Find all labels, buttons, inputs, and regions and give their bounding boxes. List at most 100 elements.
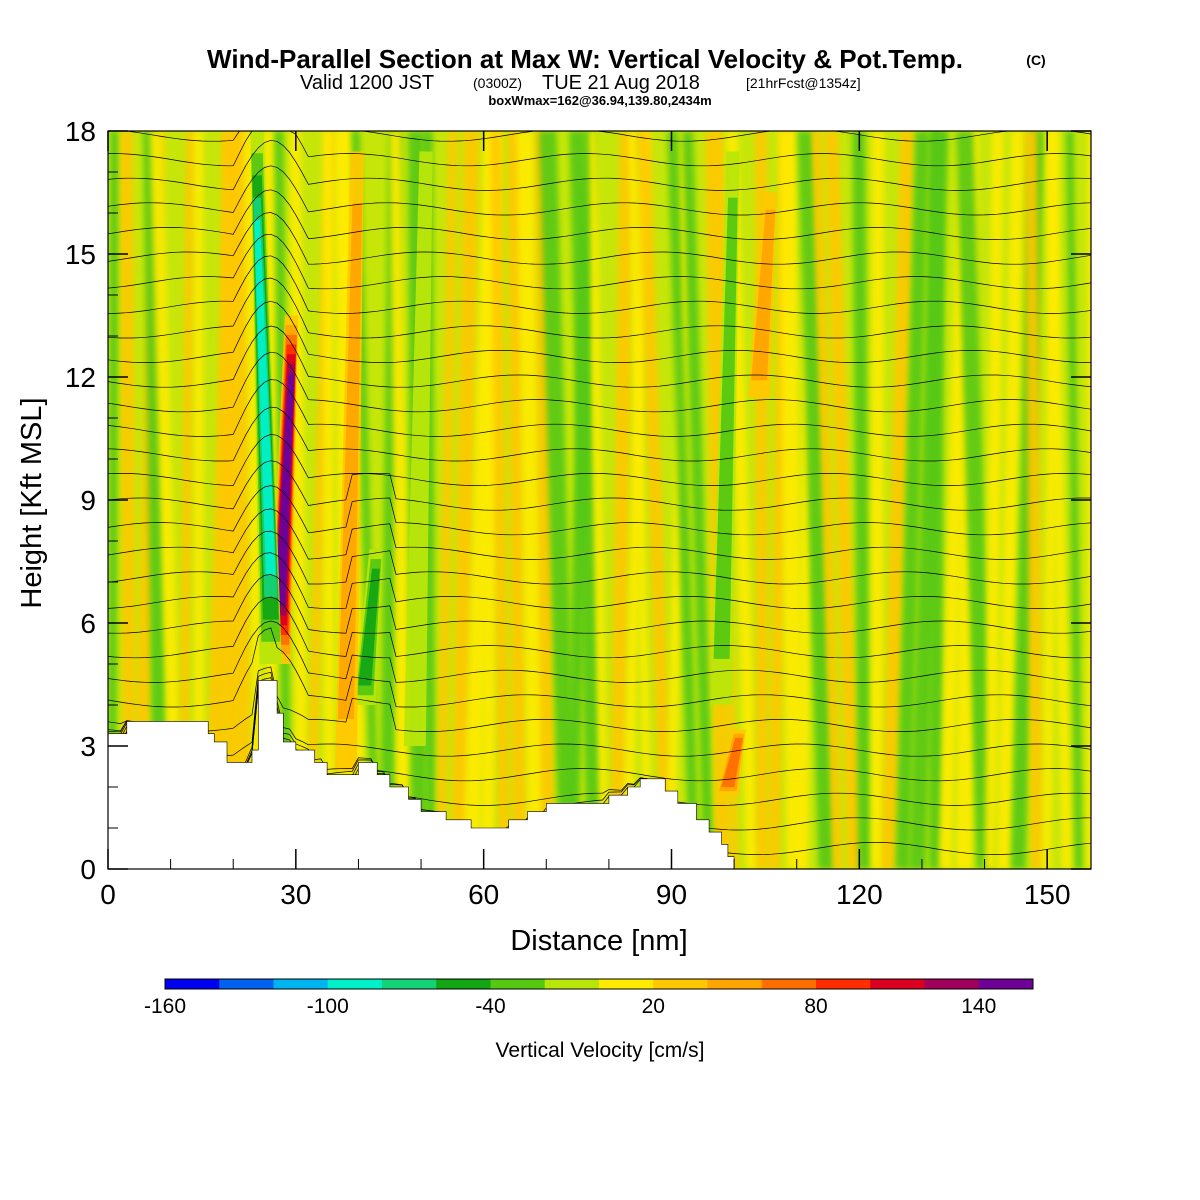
theta-contour-line <box>108 620 1091 683</box>
velocity-band <box>534 131 555 869</box>
forecast-info: [21hrFcst@1354z] <box>746 75 861 91</box>
velocity-band <box>322 131 335 869</box>
velocity-core <box>254 219 276 576</box>
colorbar-swatch <box>490 979 546 989</box>
velocity-band <box>881 131 915 869</box>
velocity-core <box>276 383 294 597</box>
velocity-band <box>667 131 700 869</box>
velocity-bands <box>108 131 1091 869</box>
velocity-band <box>928 131 944 869</box>
y-tick-labels: 0 3 6 9 12 15 18 <box>65 116 96 885</box>
velocity-band <box>852 131 872 869</box>
theta-contour-line <box>108 255 1091 314</box>
velocity-band <box>682 131 715 869</box>
velocity-band <box>450 131 480 869</box>
velocity-core <box>337 203 362 720</box>
theta-contour-line <box>108 189 1091 240</box>
y-tick-label: 6 <box>80 608 96 639</box>
velocity-band <box>588 131 609 869</box>
theta-contour-line <box>108 460 1091 511</box>
velocity-band <box>149 131 183 869</box>
colorbar-tick-labels: -160 -100 -40 20 80 140 <box>144 995 996 1018</box>
y-tick-label: 15 <box>65 239 96 270</box>
colorbar-swatch <box>219 979 274 989</box>
valid-date: TUE 21 Aug 2018 <box>542 72 700 94</box>
x-tick-label: 30 <box>280 879 311 910</box>
velocity-band <box>178 131 196 869</box>
theta-contour-line <box>108 131 1091 167</box>
theta-contour-line <box>108 325 1091 388</box>
y-axis-label: Height [Kft MSL] <box>16 397 48 608</box>
colorbar-swatch <box>599 979 654 989</box>
x-tick-labels: 0 30 60 90 120 150 <box>100 879 1070 910</box>
theta-contour-line <box>108 596 1091 659</box>
terrain-mask <box>108 680 735 869</box>
theta-contour-line <box>108 139 1091 191</box>
velocity-band <box>436 131 458 869</box>
velocity-core <box>403 151 433 746</box>
velocity-band <box>824 131 862 869</box>
colorbar-title: Vertical Velocity [cm/s] <box>496 1039 705 1062</box>
colorbar-swatch <box>436 979 491 989</box>
velocity-band <box>538 131 577 869</box>
velocity-core <box>713 197 738 659</box>
velocity-band <box>1045 131 1072 869</box>
x-tick-label: 90 <box>656 879 687 910</box>
colorbar-swatch <box>273 979 329 989</box>
y-tick-label: 9 <box>80 485 96 516</box>
colorbar-swatch <box>816 979 871 989</box>
colorbar-swatch <box>870 979 925 989</box>
theta-contour-line <box>108 300 1091 363</box>
theta-contour-line <box>108 627 1091 708</box>
chart-subtitle: Valid 1200 JST (0300Z) TUE 21 Aug 2018 [… <box>300 72 861 94</box>
velocity-band <box>569 131 603 869</box>
theta-contour-line <box>108 552 1091 609</box>
copyright-mark: (C) <box>1026 52 1045 68</box>
theta-contour-line <box>108 233 1091 290</box>
theta-contour-line <box>108 666 1091 732</box>
theta-contour-line <box>108 379 1091 437</box>
colorbar-swatch <box>978 979 1034 989</box>
theta-contour-line <box>108 277 1091 339</box>
theta-contour-line <box>108 165 1091 216</box>
velocity-band <box>490 131 510 869</box>
valid-time-jst: Valid 1200 JST <box>300 72 434 94</box>
y-tick-label: 3 <box>80 731 96 762</box>
velocity-band <box>389 131 410 869</box>
x-tick-label: 120 <box>836 879 883 910</box>
x-tick-label: 150 <box>1024 879 1071 910</box>
theta-contour-line <box>108 434 1091 486</box>
theta-contour-line <box>108 671 1091 757</box>
y-tick-label: 12 <box>65 362 96 393</box>
colorbar-swatch <box>327 979 383 989</box>
velocity-band <box>1024 131 1044 869</box>
axis-ticks <box>107 130 1091 870</box>
velocity-band <box>628 131 653 869</box>
theta-contours <box>108 131 1091 855</box>
valid-time-utc: (0300Z) <box>473 75 522 91</box>
colorbar-swatch <box>653 979 708 989</box>
velocity-band <box>997 131 1024 869</box>
y-tick-label: 18 <box>65 116 96 147</box>
x-axis-label: Distance [nm] <box>510 925 687 957</box>
velocity-core <box>721 737 744 787</box>
velocity-band <box>778 131 804 869</box>
colorbar-tick-label: 80 <box>804 995 827 1018</box>
colorbar-tick-label: 20 <box>642 995 665 1018</box>
colorbar-frame <box>164 978 1034 990</box>
x-tick-label: 0 <box>100 879 116 910</box>
velocity-band <box>984 131 1004 869</box>
theta-contour-line <box>108 485 1091 536</box>
colorbar-tick-label: -40 <box>475 995 505 1018</box>
velocity-features <box>250 131 778 796</box>
colorbar-swatch <box>924 979 980 989</box>
colorbar-swatch <box>761 979 817 989</box>
colorbar-swatch <box>544 979 600 989</box>
velocity-band <box>609 131 635 869</box>
boxwmax-text: boxWmax=162@36.94,139.80,2434m <box>488 93 711 108</box>
theta-contour-line <box>108 508 1091 560</box>
colorbar-tick-label: -160 <box>144 995 186 1018</box>
plot-area <box>108 131 1091 869</box>
x-tick-label: 60 <box>468 879 499 910</box>
colorbar-tick-label: -100 <box>307 995 349 1018</box>
